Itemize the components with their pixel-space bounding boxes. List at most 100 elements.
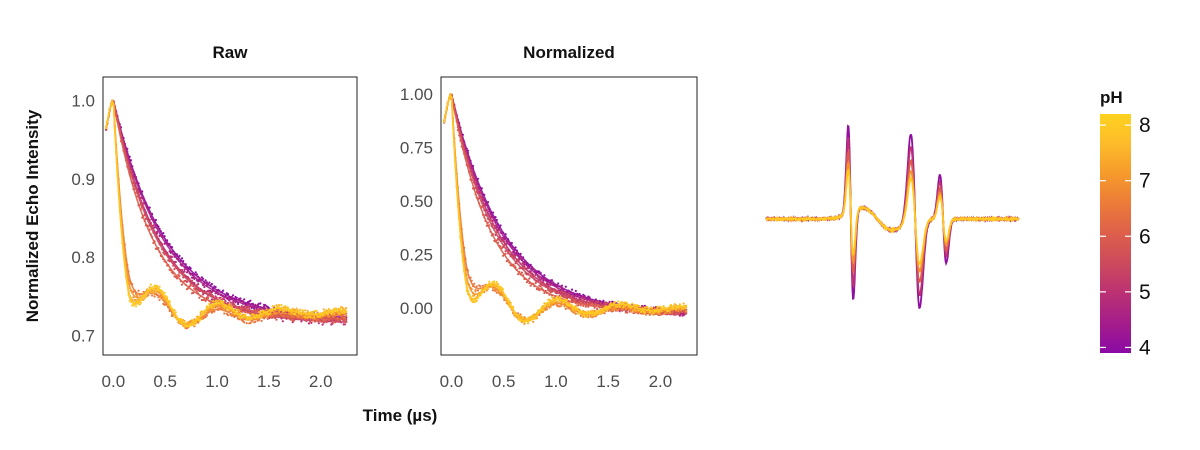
data-point xyxy=(332,315,335,319)
data-point xyxy=(602,310,605,313)
data-point xyxy=(481,284,485,287)
data-point xyxy=(628,308,631,311)
data-point xyxy=(599,311,603,314)
data-point xyxy=(258,318,261,321)
data-point xyxy=(214,285,217,289)
data-point xyxy=(677,312,680,315)
data-point xyxy=(633,308,636,311)
data-point xyxy=(311,310,314,313)
data-point xyxy=(236,303,240,306)
data-point xyxy=(265,305,268,308)
data-point xyxy=(583,314,586,317)
data-point xyxy=(547,298,550,302)
data-point xyxy=(626,302,629,305)
data-point xyxy=(271,305,274,308)
data-point xyxy=(564,285,567,288)
data-point xyxy=(474,290,477,293)
data-point xyxy=(151,294,154,297)
x-axis-title: Time (µs) xyxy=(363,406,438,425)
data-point xyxy=(528,277,531,280)
y-tick-label: 0.25 xyxy=(400,245,433,264)
data-point xyxy=(307,322,310,325)
data-point xyxy=(685,312,688,315)
data-point xyxy=(539,285,542,288)
data-point xyxy=(670,303,673,306)
data-point xyxy=(204,299,207,302)
panel-normalized-data xyxy=(443,92,688,325)
fit-line xyxy=(443,94,687,314)
data-point xyxy=(275,304,278,307)
panel-normalized-frame xyxy=(440,76,698,356)
data-point xyxy=(134,293,138,296)
data-point xyxy=(281,311,284,314)
data-point xyxy=(256,303,259,306)
data-point xyxy=(529,284,532,287)
data-point xyxy=(577,304,580,307)
data-point xyxy=(222,297,225,300)
data-point xyxy=(642,312,645,315)
data-point xyxy=(315,309,318,312)
data-point xyxy=(260,319,263,322)
data-point xyxy=(681,314,684,317)
x-tick-label: 0.0 xyxy=(102,372,126,391)
data-point xyxy=(473,282,476,285)
data-point xyxy=(648,313,651,316)
data-point xyxy=(266,317,269,320)
data-point xyxy=(637,311,640,314)
data-point xyxy=(520,256,524,259)
data-point xyxy=(671,311,674,314)
data-point xyxy=(532,267,535,270)
ph-colorbar-legend: pH 4 5 6 7 8 xyxy=(1100,88,1151,359)
fit-line xyxy=(443,92,687,323)
panel-normalized-title: Normalized xyxy=(523,43,615,62)
x-tick-label: 2.0 xyxy=(649,372,673,391)
data-point xyxy=(548,280,551,283)
data-point xyxy=(651,306,654,309)
data-point xyxy=(223,309,226,312)
x-tick-label: 1.5 xyxy=(596,372,620,391)
data-point xyxy=(593,301,596,304)
spectrum-ph-5 xyxy=(765,137,1020,297)
data-point xyxy=(685,309,688,313)
data-point xyxy=(488,280,491,283)
data-point xyxy=(190,279,194,282)
data-point xyxy=(333,321,337,324)
data-point xyxy=(336,317,339,320)
data-point xyxy=(534,273,537,276)
data-point xyxy=(249,318,252,321)
data-point xyxy=(563,295,566,299)
data-point xyxy=(245,322,248,325)
data-point xyxy=(260,307,263,311)
data-point xyxy=(192,319,195,322)
data-point xyxy=(263,305,266,308)
data-point xyxy=(557,282,560,285)
data-point xyxy=(284,312,287,315)
data-point xyxy=(301,309,304,312)
data-point xyxy=(337,312,340,315)
data-point xyxy=(494,289,497,292)
data-point xyxy=(173,267,176,271)
data-point xyxy=(564,298,567,301)
fit-line xyxy=(105,100,347,320)
data-point xyxy=(623,301,626,304)
data-point xyxy=(243,321,246,324)
colorbar-ticks: 4 5 6 7 8 xyxy=(1100,114,1151,359)
data-point xyxy=(675,308,678,311)
data-point xyxy=(260,316,263,319)
data-point xyxy=(280,304,283,307)
fit-line xyxy=(105,100,347,320)
data-point xyxy=(530,265,534,268)
data-point xyxy=(321,323,324,326)
data-point xyxy=(193,318,196,321)
data-point xyxy=(599,301,603,304)
data-point xyxy=(210,306,213,309)
data-point xyxy=(266,313,269,316)
data-point xyxy=(286,306,289,309)
x-tick-label: 1.0 xyxy=(544,372,568,391)
data-point xyxy=(322,318,325,321)
data-point xyxy=(345,306,348,310)
data-point xyxy=(523,322,526,325)
data-point xyxy=(311,319,314,322)
data-point xyxy=(592,299,595,302)
data-point xyxy=(341,311,344,314)
